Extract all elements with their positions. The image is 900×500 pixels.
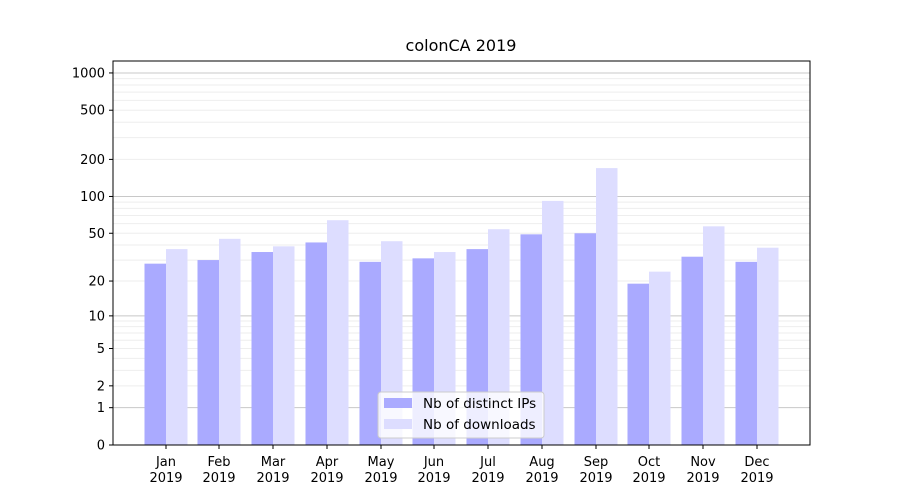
bar-downloads bbox=[649, 271, 671, 445]
x-tick-label-year: 2019 bbox=[417, 471, 450, 486]
x-tick-label-year: 2019 bbox=[471, 471, 504, 486]
x-tick-label-month: Jan bbox=[155, 455, 176, 470]
x-tick-label-month: Jun bbox=[423, 455, 444, 470]
y-tick-label: 10 bbox=[88, 309, 105, 324]
x-tick-label-year: 2019 bbox=[525, 471, 558, 486]
x-tick-label-year: 2019 bbox=[202, 471, 235, 486]
bar-distinct-ips bbox=[574, 233, 596, 445]
y-tick-label: 5 bbox=[97, 342, 105, 357]
bar-distinct-ips bbox=[359, 261, 381, 445]
bar-downloads bbox=[166, 249, 188, 445]
bar-downloads bbox=[488, 229, 510, 445]
legend-swatch-downloads bbox=[384, 419, 412, 429]
y-tick-label: 1 bbox=[97, 401, 105, 416]
bar-downloads bbox=[757, 247, 779, 445]
bar-distinct-ips bbox=[251, 252, 273, 445]
x-tick-label-month: Feb bbox=[207, 455, 230, 470]
y-tick-label: 500 bbox=[80, 104, 105, 119]
x-axis: Jan2019Feb2019Mar2019Apr2019May2019Jun20… bbox=[149, 445, 774, 486]
bar-distinct-ips bbox=[627, 283, 649, 445]
y-tick-label: 50 bbox=[88, 227, 105, 242]
legend-label-ips: Nb of distinct IPs bbox=[423, 396, 536, 412]
x-tick-label-month: May bbox=[368, 455, 395, 470]
x-tick-label-month: Apr bbox=[316, 455, 339, 470]
x-tick-label-month: Mar bbox=[261, 455, 286, 470]
bar-distinct-ips bbox=[681, 256, 703, 445]
chart-title: colonCA 2019 bbox=[406, 36, 517, 55]
bar-downloads bbox=[219, 238, 241, 445]
bar-distinct-ips bbox=[197, 260, 219, 445]
y-tick-label: 100 bbox=[80, 190, 105, 205]
bar-distinct-ips bbox=[305, 242, 327, 445]
y-axis: 0 1 2 5 10 20 50 100 200 500 1000 bbox=[72, 66, 113, 454]
x-tick-label-year: 2019 bbox=[579, 471, 612, 486]
legend: Nb of distinct IPs Nb of downloads bbox=[377, 391, 545, 439]
x-tick-label-month: Aug bbox=[529, 455, 554, 470]
legend-label-downloads: Nb of downloads bbox=[423, 417, 536, 433]
y-tick-label: 20 bbox=[88, 275, 105, 290]
x-tick-label-year: 2019 bbox=[686, 471, 719, 486]
y-tick-label: 0 bbox=[97, 439, 105, 454]
bar-downloads bbox=[596, 168, 618, 446]
y-tick-label: 200 bbox=[80, 153, 105, 168]
x-tick-label-month: Dec bbox=[744, 455, 769, 470]
bar-distinct-ips bbox=[735, 261, 757, 445]
legend-swatch-ips bbox=[384, 398, 412, 408]
x-tick-label-month: Jul bbox=[479, 455, 496, 470]
x-tick-label-year: 2019 bbox=[740, 471, 773, 486]
bar-downloads bbox=[542, 200, 564, 445]
x-tick-label-year: 2019 bbox=[310, 471, 343, 486]
x-tick-label-year: 2019 bbox=[364, 471, 397, 486]
plot-frame bbox=[112, 60, 811, 446]
x-tick-label-year: 2019 bbox=[256, 471, 289, 486]
bar-downloads bbox=[327, 220, 349, 445]
x-tick-label-month: Nov bbox=[690, 455, 716, 470]
bar-downloads bbox=[273, 246, 295, 445]
x-tick-label-month: Sep bbox=[584, 455, 609, 470]
x-tick-label-month: Oct bbox=[638, 455, 660, 470]
bar-distinct-ips bbox=[144, 263, 166, 445]
x-tick-label-year: 2019 bbox=[149, 471, 182, 486]
bar-downloads bbox=[703, 226, 725, 445]
legend-box bbox=[377, 391, 545, 439]
x-tick-label-year: 2019 bbox=[632, 471, 665, 486]
y-tick-label: 2 bbox=[97, 379, 105, 394]
y-tick-label: 1000 bbox=[72, 66, 105, 81]
